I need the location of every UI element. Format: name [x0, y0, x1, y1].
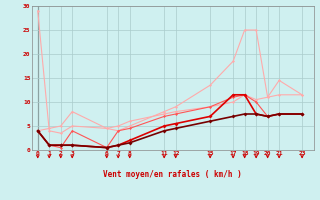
X-axis label: Vent moyen/en rafales ( km/h ): Vent moyen/en rafales ( km/h )	[103, 170, 242, 179]
